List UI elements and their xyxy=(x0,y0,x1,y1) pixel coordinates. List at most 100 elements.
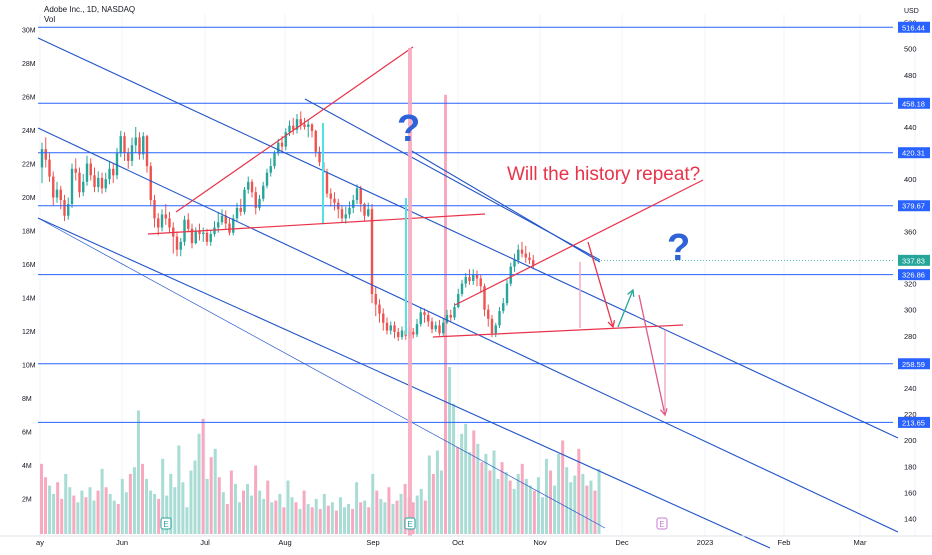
candle xyxy=(190,223,194,249)
candle-body xyxy=(119,136,122,154)
candle xyxy=(262,181,265,202)
symbol-title: Adobe Inc., 1D, NASDAQ xyxy=(44,5,136,14)
candle xyxy=(445,309,449,325)
volume-bar xyxy=(431,473,435,534)
candle-body xyxy=(112,168,115,176)
candle xyxy=(202,227,205,242)
volume-bar xyxy=(318,508,322,534)
volume-tick-label: 30M xyxy=(22,28,36,35)
chart-header: Adobe Inc., 1D, NASDAQ Vol xyxy=(44,5,135,25)
time-tick-label: Sep xyxy=(366,538,379,547)
volume-bar xyxy=(347,503,351,534)
candle xyxy=(224,210,227,229)
candle xyxy=(498,307,501,328)
price-tick-label: 240 xyxy=(904,384,917,393)
volume-tick-label: 14M xyxy=(22,296,36,303)
candle xyxy=(382,308,385,331)
candle xyxy=(355,184,359,205)
candle-body xyxy=(502,303,505,312)
current-price-label: 337.83 xyxy=(902,256,925,265)
candle-body xyxy=(187,219,190,229)
volume-bar xyxy=(508,480,512,534)
candle xyxy=(74,158,77,181)
volume-bar xyxy=(565,467,569,534)
candle-body xyxy=(382,313,385,323)
volume-bar xyxy=(310,507,314,534)
candle xyxy=(130,137,134,167)
projection-arrows xyxy=(587,241,668,417)
candle-body xyxy=(183,219,186,242)
volume-bar xyxy=(330,502,334,534)
candle xyxy=(532,254,535,270)
volume-bar xyxy=(371,473,375,534)
volume-bar xyxy=(80,490,84,534)
earnings-badge xyxy=(404,517,416,530)
candle xyxy=(187,213,190,232)
candle xyxy=(385,317,389,335)
volume-bar xyxy=(484,453,488,534)
spike-bar xyxy=(408,48,412,536)
candle xyxy=(228,218,231,236)
candle xyxy=(232,214,235,236)
time-tick-label: Mar xyxy=(854,538,867,547)
candle xyxy=(415,318,419,338)
candle xyxy=(389,321,392,335)
candle-body xyxy=(258,198,261,208)
candle xyxy=(142,132,145,160)
volume-tick-label: 28M xyxy=(22,61,36,68)
candle xyxy=(307,119,310,138)
volume-bar xyxy=(532,490,536,534)
volume-bar xyxy=(189,470,193,534)
candle xyxy=(367,202,370,218)
price-level-tag: 420.31 xyxy=(898,147,930,159)
earnings-label: E xyxy=(407,520,412,529)
candle-body xyxy=(453,307,456,318)
price-tick-label: 300 xyxy=(904,306,917,315)
price-tick-label: 360 xyxy=(904,227,917,236)
candle xyxy=(337,198,340,219)
volume-bar xyxy=(286,480,290,534)
volume-bar xyxy=(64,473,68,534)
candle xyxy=(100,172,104,194)
candle-body xyxy=(284,132,287,147)
candle xyxy=(434,321,437,332)
volume-bar xyxy=(100,468,104,534)
volume-bar xyxy=(536,477,540,534)
candle xyxy=(292,117,295,135)
candle xyxy=(70,163,74,208)
candle-body xyxy=(520,249,524,254)
price-level-tag-bg xyxy=(898,358,930,370)
time-tick-label: 2023 xyxy=(697,538,714,547)
channel-lines xyxy=(37,37,899,549)
volume-tick-label: 6M xyxy=(22,430,32,437)
candle xyxy=(453,303,456,321)
volume-bar xyxy=(540,497,544,534)
candle-body xyxy=(367,209,370,216)
candle xyxy=(93,167,96,193)
candle-body xyxy=(104,179,107,189)
volume-bar xyxy=(290,497,294,534)
volume-tick-label: 12M xyxy=(22,329,36,336)
candle-body xyxy=(149,166,152,201)
candle xyxy=(269,158,272,177)
volume-bar xyxy=(460,433,464,534)
candle-body xyxy=(295,119,299,130)
horizontal-levels xyxy=(38,26,893,423)
candle xyxy=(393,321,396,339)
candle xyxy=(48,153,51,182)
candle-body xyxy=(78,172,81,193)
price-level-tag-label: 420.31 xyxy=(902,149,925,158)
candle-body xyxy=(415,324,419,335)
candle xyxy=(299,111,302,130)
volume-bar xyxy=(399,493,403,534)
candle xyxy=(419,307,422,327)
volume-bar xyxy=(112,500,116,534)
candle-body xyxy=(168,218,171,228)
candle xyxy=(505,279,509,306)
volume-bar xyxy=(351,508,355,534)
volume-bar xyxy=(464,423,468,534)
volume-bar xyxy=(282,507,286,534)
price-tick-label: 400 xyxy=(904,175,917,184)
